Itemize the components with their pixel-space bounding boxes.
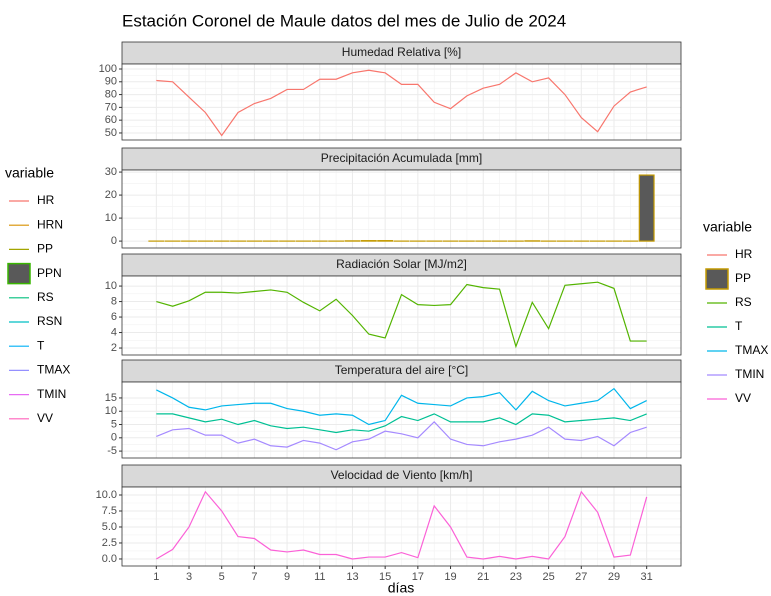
chart-title: Estación Coronel de Maule datos del mes …: [122, 11, 566, 30]
legend-label: PP: [37, 242, 53, 256]
y-tick-label: 5: [111, 418, 117, 430]
x-tick-label: 31: [641, 571, 653, 583]
legend-title: variable: [5, 165, 54, 181]
y-tick-label: 10: [105, 405, 117, 417]
legend-key: [705, 268, 729, 290]
y-tick-label: 50: [105, 127, 117, 139]
x-tick-label: 15: [379, 571, 391, 583]
series-line: [156, 387, 647, 426]
y-tick-label: 70: [105, 101, 117, 113]
legend-label: VV: [735, 391, 751, 405]
panel-border: [121, 63, 682, 141]
legend-label: RS: [735, 295, 752, 309]
y-tick-label: 8: [111, 295, 117, 307]
strip-label: Precipitación Acumulada [mm]: [321, 151, 482, 165]
series-line: [156, 69, 647, 137]
strip-label: Humedad Relativa [%]: [342, 45, 461, 59]
legend-label: HR: [735, 247, 753, 261]
legend-label: RS: [37, 290, 54, 304]
x-tick-label: 21: [477, 571, 489, 583]
y-tick-label: 10.0: [96, 489, 117, 501]
legend-title: variable: [703, 219, 752, 235]
legend-label: T: [735, 319, 743, 333]
x-tick-label: 23: [510, 571, 522, 583]
y-tick-label: 4: [111, 326, 117, 338]
legend-key: [7, 262, 31, 285]
panel-border: [121, 169, 682, 249]
x-tick-label: 3: [186, 571, 192, 583]
y-tick-label: 5.0: [102, 521, 117, 533]
x-tick-label: 27: [575, 571, 587, 583]
y-tick-label: -5: [107, 445, 117, 457]
legend-label: VV: [37, 411, 53, 425]
strip-label: Radiación Solar [MJ/m2]: [336, 257, 467, 271]
legend-label: RSN: [37, 314, 62, 328]
y-tick-label: 10: [105, 212, 117, 224]
y-tick-label: 0.0: [102, 553, 117, 565]
series-line: [156, 421, 647, 451]
x-tick-label: 29: [608, 571, 620, 583]
y-tick-label: 20: [105, 189, 117, 201]
x-tick-label: 7: [251, 571, 257, 583]
legend-label: PP: [735, 271, 751, 285]
series-line: [156, 490, 648, 560]
x-axis-label: días: [388, 580, 414, 596]
legend-label: TMAX: [735, 343, 768, 357]
y-tick-label: 60: [105, 114, 117, 126]
x-tick-label: 13: [346, 571, 358, 583]
legend-label: TMIN: [735, 367, 764, 381]
strip-label: Temperatura del aire [°C]: [335, 363, 469, 377]
series-line: [156, 281, 647, 349]
y-tick-label: 15: [105, 392, 117, 404]
y-tick-label: 100: [99, 63, 117, 75]
y-tick-label: 2.5: [102, 537, 117, 549]
panel-border: [121, 486, 682, 567]
x-tick-label: 25: [542, 571, 554, 583]
legend-label: T: [37, 338, 45, 352]
legend-label: TMIN: [37, 387, 66, 401]
y-tick-label: 30: [105, 166, 117, 178]
x-tick-label: 1: [153, 571, 159, 583]
y-tick-label: 6: [111, 311, 117, 323]
x-tick-label: 11: [314, 571, 325, 583]
y-tick-label: 0: [111, 432, 117, 444]
y-tick-label: 0: [111, 235, 117, 247]
x-tick-label: 9: [284, 571, 290, 583]
y-tick-label: 10: [105, 280, 117, 292]
panel-border: [121, 381, 682, 459]
legend-label: TMAX: [37, 363, 70, 377]
y-tick-label: 80: [105, 88, 117, 100]
bar: [638, 174, 655, 242]
x-tick-label: 17: [412, 571, 424, 583]
legend-label: HR: [37, 193, 55, 207]
legend-label: HRN: [37, 217, 63, 231]
x-tick-label: 5: [219, 571, 225, 583]
series-line: [156, 413, 647, 434]
panel-border: [121, 275, 682, 356]
x-tick-label: 19: [444, 571, 456, 583]
legend-label: PPN: [37, 266, 62, 280]
y-tick-label: 7.5: [102, 505, 117, 517]
strip-label: Velocidad de Viento [km/h]: [331, 468, 473, 482]
y-tick-label: 90: [105, 76, 117, 88]
y-tick-label: 2: [111, 342, 117, 354]
